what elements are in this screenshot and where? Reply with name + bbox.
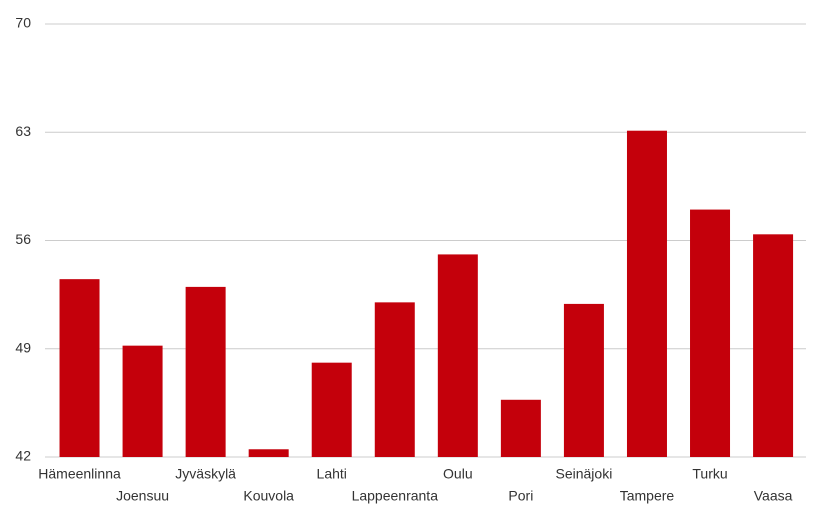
bar xyxy=(185,286,226,457)
bar xyxy=(437,254,478,457)
bar xyxy=(563,303,604,457)
y-tick-label: 70 xyxy=(15,15,31,31)
x-tick-label: Jyväskylä xyxy=(175,466,236,482)
x-tick-label: Lappeenranta xyxy=(352,488,439,504)
x-tick-label: Tampere xyxy=(620,488,675,504)
y-tick-label: 49 xyxy=(15,339,31,355)
x-tick-label: Lahti xyxy=(317,466,347,482)
y-tick-label: 63 xyxy=(15,123,31,139)
x-tick-label: Turku xyxy=(692,466,727,482)
bar xyxy=(122,345,163,457)
x-tick-label: Kouvola xyxy=(243,488,294,504)
x-tick-label: Joensuu xyxy=(116,488,169,504)
y-tick-label: 42 xyxy=(15,448,31,464)
bar xyxy=(500,399,541,457)
bar xyxy=(690,209,731,457)
x-tick-label: Hämeenlinna xyxy=(38,466,121,482)
x-tick-label: Vaasa xyxy=(754,488,793,504)
bar xyxy=(374,302,415,457)
bar xyxy=(59,279,100,457)
y-tick-label: 56 xyxy=(15,231,31,247)
x-tick-label: Seinäjoki xyxy=(556,466,613,482)
x-tick-label: Oulu xyxy=(443,466,473,482)
bar xyxy=(311,362,352,457)
bar xyxy=(248,449,289,457)
x-tick-label: Pori xyxy=(508,488,533,504)
bar xyxy=(753,234,794,457)
bar xyxy=(626,130,667,458)
